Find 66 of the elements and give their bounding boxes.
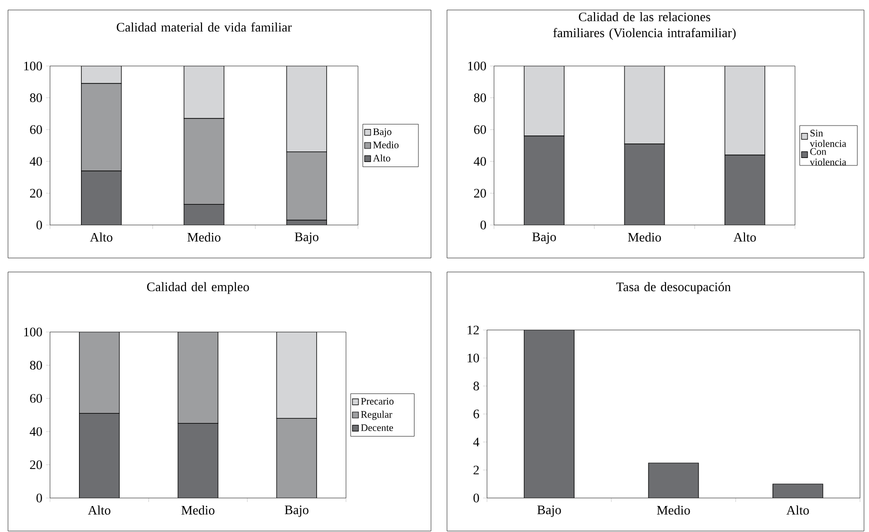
y-tick-label: 12 bbox=[468, 326, 479, 334]
y-tick-label: 40 bbox=[474, 157, 486, 166]
x-tick-label: Medio bbox=[187, 232, 220, 242]
bar bbox=[178, 423, 218, 498]
x-tick-label: Medio bbox=[656, 506, 690, 515]
chart-title: Calidad de las relaciones familiares (Violencia intrafamiliar) bbox=[553, 12, 736, 40]
chart-title: Calidad material de vida familiar bbox=[116, 22, 292, 32]
x-tick-label: Medio bbox=[628, 232, 661, 242]
y-tick-label: 60 bbox=[30, 394, 42, 403]
bar bbox=[648, 462, 699, 498]
bar bbox=[624, 144, 665, 225]
y-tick-label: 60 bbox=[30, 125, 42, 134]
y-tick-label: 0 bbox=[36, 220, 42, 230]
y-tick-label: 0 bbox=[474, 494, 479, 502]
bar bbox=[178, 332, 218, 424]
x-tick-label: Alto bbox=[88, 506, 110, 515]
y-tick-label: 80 bbox=[474, 93, 486, 102]
bar bbox=[724, 66, 766, 156]
y-tick-label: 80 bbox=[30, 360, 42, 370]
y-tick-label: 20 bbox=[30, 188, 42, 198]
y-tick-label: 20 bbox=[474, 188, 486, 198]
bar bbox=[772, 484, 824, 498]
bar bbox=[276, 418, 317, 498]
bar bbox=[524, 66, 564, 136]
legend-label: Medio bbox=[373, 141, 399, 148]
y-tick-label: 100 bbox=[24, 328, 42, 336]
y-tick-label: 60 bbox=[474, 125, 486, 134]
x-tick-label: Bajo bbox=[532, 232, 556, 244]
x-tick-label: Medio bbox=[181, 506, 214, 515]
y-tick-label: 4 bbox=[473, 438, 480, 446]
y-tick-label: 10 bbox=[468, 354, 479, 362]
bar bbox=[524, 136, 564, 225]
y-tick-label: 80 bbox=[30, 93, 42, 102]
y-tick-label: 40 bbox=[30, 427, 42, 436]
bar bbox=[79, 332, 120, 414]
legend-label: Bajo bbox=[373, 128, 392, 138]
y-tick-label: 100 bbox=[468, 62, 486, 70]
legend-label: Precario bbox=[361, 398, 394, 405]
bar bbox=[81, 66, 122, 84]
x-tick-label: Alto bbox=[90, 232, 112, 242]
y-tick-label: 20 bbox=[30, 460, 42, 470]
x-tick-label: Bajo bbox=[294, 232, 318, 244]
bar bbox=[286, 66, 327, 152]
y-tick-label: 40 bbox=[30, 157, 42, 166]
bar bbox=[79, 413, 120, 498]
chart-title: Tasa de desocupación bbox=[616, 282, 731, 294]
y-tick-label: 0 bbox=[36, 494, 42, 502]
y-tick-label: 6 bbox=[474, 410, 480, 418]
legend-label: Con violencia bbox=[810, 148, 846, 166]
bar bbox=[624, 66, 665, 144]
y-tick-label: 2 bbox=[474, 466, 479, 474]
x-tick-label: Bajo bbox=[537, 506, 561, 517]
legend-label: Sin violencia bbox=[810, 130, 846, 147]
bar bbox=[524, 330, 574, 498]
bar bbox=[724, 154, 766, 225]
x-tick-label: Alto bbox=[786, 506, 809, 515]
legend-label: Regular bbox=[361, 410, 392, 420]
y-tick-label: 8 bbox=[474, 382, 479, 390]
bar bbox=[184, 66, 224, 119]
x-tick-label: Bajo bbox=[284, 506, 308, 517]
y-tick-label: 100 bbox=[24, 62, 42, 70]
chart-title: Calidad del empleo bbox=[147, 282, 249, 294]
y-tick-label: 0 bbox=[480, 220, 486, 230]
legend-label: Decente bbox=[361, 424, 394, 432]
legend-label: Alto bbox=[373, 154, 390, 162]
x-tick-label: Alto bbox=[733, 232, 756, 242]
